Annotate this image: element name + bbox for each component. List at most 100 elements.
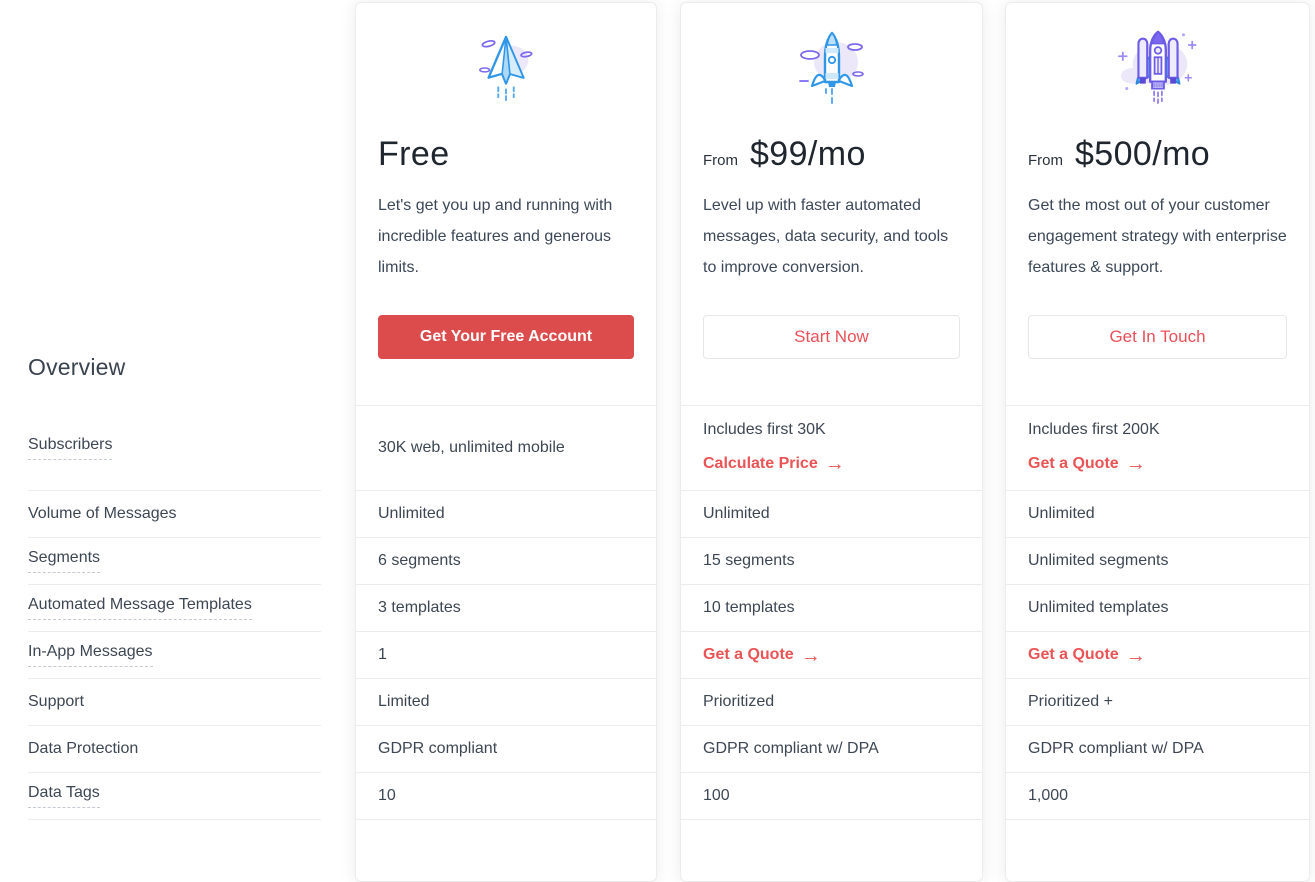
plan-cell-templates: 10 templates — [681, 585, 982, 632]
plan-cell-data-tags: 100 — [681, 773, 982, 820]
cell-text: 10 templates — [703, 599, 795, 616]
plan-cell-volume: Unlimited — [356, 491, 656, 538]
cell-text: 15 segments — [703, 552, 795, 569]
cell-text: 10 — [378, 787, 396, 804]
calculate-price-link[interactable]: Calculate Price → — [703, 452, 845, 475]
plan-card-free: Free Let's get you up and running with i… — [355, 2, 657, 882]
cell-text: GDPR compliant w/ DPA — [1028, 740, 1204, 757]
plan-cell-data-tags: 1,000 — [1006, 773, 1309, 820]
plan-price: $99/mo — [750, 135, 866, 173]
feature-label-row: Data Protection — [28, 726, 321, 773]
start-now-button[interactable]: Start Now — [703, 315, 960, 359]
cell-text: 1 — [378, 646, 387, 663]
plan-description: Level up with faster automated messages,… — [703, 197, 949, 276]
feature-label-row: Data Tags — [28, 773, 321, 820]
cell-text: 1,000 — [1028, 787, 1069, 804]
plan-price: Free — [378, 135, 450, 173]
cell-text: Unlimited templates — [1028, 599, 1169, 616]
plan-header-500: From $500/mo Get the most out of your cu… — [1006, 3, 1309, 405]
plan-cell-segments: 15 segments — [681, 538, 982, 585]
plan-price: $500/mo — [1075, 135, 1211, 173]
get-a-quote-link[interactable]: Get a Quote → — [703, 644, 821, 667]
link-label: Calculate Price — [703, 454, 818, 472]
cell-text: 100 — [703, 787, 730, 804]
empty-row — [681, 820, 982, 880]
feature-label-segments[interactable]: Segments — [28, 549, 101, 573]
plan-card-99: From $99/mo Level up with faster automat… — [680, 2, 983, 882]
plan-cell-in-app-messages: Get a Quote → — [681, 632, 982, 679]
plan-cell-support: Prioritized — [681, 679, 982, 726]
plan-description: Let's get you up and running with incred… — [378, 197, 613, 276]
cell-text: 6 segments — [378, 552, 461, 569]
arrow-right-icon: → — [800, 644, 821, 667]
feature-label-support: Support — [28, 693, 85, 710]
plan-cell-in-app-messages: 1 — [356, 632, 656, 679]
arrow-right-icon: → — [1125, 453, 1146, 475]
arrow-right-icon: → — [824, 453, 845, 475]
feature-label-automated-message-templates[interactable]: Automated Message Templates — [28, 596, 252, 620]
link-label: Get a Quote — [1028, 646, 1119, 663]
cell-text: 3 templates — [378, 599, 461, 616]
empty-row — [356, 820, 656, 880]
cell-text: Includes first 200K — [1028, 421, 1160, 438]
cell-text: Limited — [378, 693, 430, 710]
plan-cell-support: Prioritized + — [1006, 679, 1309, 726]
feature-label-subscribers[interactable]: Subscribers — [28, 436, 113, 460]
cell-text: Unlimited segments — [1028, 552, 1169, 569]
cell-text: GDPR compliant w/ DPA — [703, 740, 879, 757]
plan-cell-in-app-messages: Get a Quote → — [1006, 632, 1309, 679]
plan-cell-data-protection: GDPR compliant w/ DPA — [681, 726, 982, 773]
plan-cell-templates: Unlimited templates — [1006, 585, 1309, 632]
plan-cell-subscribers: Includes first 30K Calculate Price → — [681, 405, 982, 491]
get-free-account-button[interactable]: Get Your Free Account — [378, 315, 634, 359]
cell-text: Unlimited — [1028, 505, 1095, 522]
cell-text: Includes first 30K — [703, 421, 826, 438]
feature-label-row: Automated Message Templates — [28, 585, 321, 632]
plan-header-free: Free Let's get you up and running with i… — [356, 3, 656, 405]
link-label: Get a Quote — [1028, 454, 1119, 472]
cell-text: GDPR compliant — [378, 740, 498, 757]
price-prefix: From — [1028, 152, 1063, 169]
feature-label-in-app-messages[interactable]: In-App Messages — [28, 643, 153, 667]
plan-cell-data-protection: GDPR compliant w/ DPA — [1006, 726, 1309, 773]
cell-text: Unlimited — [378, 505, 445, 522]
cell-text: Unlimited — [703, 505, 770, 522]
feature-labels-column: Overview Subscribers Volume of Messages … — [0, 2, 355, 882]
plan-cell-templates: 3 templates — [356, 585, 656, 632]
plan-cell-volume: Unlimited — [681, 491, 982, 538]
arrow-right-icon: → — [1125, 644, 1146, 667]
feature-label-row: In-App Messages — [28, 632, 321, 679]
feature-label-data-protection: Data Protection — [28, 740, 139, 757]
get-a-quote-link[interactable]: Get a Quote → — [1028, 452, 1146, 475]
plan-cell-data-protection: GDPR compliant — [356, 726, 656, 773]
feature-label-volume-of-messages: Volume of Messages — [28, 505, 177, 522]
plan-card-500: From $500/mo Get the most out of your cu… — [1005, 2, 1310, 882]
plan-cell-segments: 6 segments — [356, 538, 656, 585]
feature-label-row: Segments — [28, 538, 321, 585]
space-shuttle-icon — [1028, 3, 1287, 121]
cell-text: Prioritized + — [1028, 693, 1113, 710]
cell-text: 30K web, unlimited mobile — [378, 439, 565, 456]
plan-cell-data-tags: 10 — [356, 773, 656, 820]
price-prefix: From — [703, 152, 738, 169]
feature-label-row: Support — [28, 679, 321, 726]
plan-cell-support: Limited — [356, 679, 656, 726]
plan-cell-subscribers: 30K web, unlimited mobile — [356, 405, 656, 491]
paper-plane-icon — [378, 3, 634, 121]
feature-label-row — [28, 820, 321, 880]
get-in-touch-button[interactable]: Get In Touch — [1028, 315, 1287, 359]
feature-label-row: Subscribers — [28, 405, 321, 491]
cell-text: Prioritized — [703, 693, 775, 710]
labels-header: Overview — [28, 2, 321, 405]
plan-description: Get the most out of your customer engage… — [1028, 197, 1287, 276]
get-a-quote-link[interactable]: Get a Quote → — [1028, 644, 1146, 667]
feature-label-row: Volume of Messages — [28, 491, 321, 538]
link-label: Get a Quote — [703, 646, 794, 663]
empty-row — [1006, 820, 1309, 880]
plan-cell-segments: Unlimited segments — [1006, 538, 1309, 585]
overview-heading: Overview — [28, 354, 126, 380]
feature-label-data-tags[interactable]: Data Tags — [28, 784, 100, 808]
plan-header-99: From $99/mo Level up with faster automat… — [681, 3, 982, 405]
rocket-icon — [703, 3, 960, 121]
